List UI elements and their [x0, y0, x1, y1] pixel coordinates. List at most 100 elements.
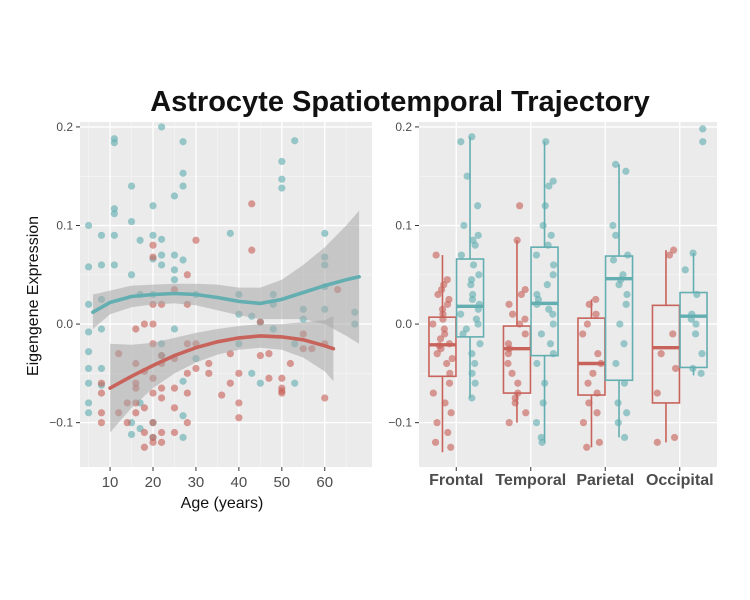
- teal-jitter-point: [623, 409, 631, 417]
- teal-scatter-point: [256, 379, 264, 387]
- teal-jitter-point: [545, 182, 553, 190]
- red-scatter-point: [265, 374, 273, 382]
- temporal-red-box: [502, 202, 532, 427]
- teal-scatter-point: [226, 229, 234, 237]
- teal-scatter-point: [84, 348, 93, 356]
- teal-scatter-point: [278, 184, 286, 192]
- red-scatter-point: [149, 253, 157, 261]
- red-jitter-point: [513, 236, 521, 244]
- red-jitter-point: [431, 438, 440, 446]
- teal-jitter-point: [549, 310, 557, 318]
- red-jitter-point: [585, 399, 593, 407]
- teal-scatter-point: [110, 205, 118, 213]
- teal-scatter-point: [278, 157, 286, 166]
- x-tick-label: 30: [188, 474, 205, 491]
- teal-scatter-point: [127, 271, 136, 279]
- teal-scatter-point: [127, 217, 136, 226]
- red-jitter-point: [511, 399, 519, 407]
- teal-scatter-point: [110, 210, 118, 218]
- x-axis-title: Age (years): [181, 495, 264, 512]
- teal-jitter-point: [457, 138, 465, 146]
- teal-jitter-point: [539, 221, 547, 230]
- red-scatter-point: [140, 443, 149, 451]
- teal-scatter-point: [170, 276, 179, 284]
- red-jitter-point: [504, 359, 512, 368]
- teal-jitter-point: [471, 359, 479, 368]
- teal-jitter-point: [609, 221, 617, 230]
- red-jitter-point: [584, 379, 592, 387]
- red-scatter-point: [149, 433, 157, 442]
- occipital-teal-box: [679, 125, 708, 377]
- red-jitter-point: [443, 300, 452, 308]
- red-jitter-point: [669, 330, 677, 338]
- teal-scatter-point: [97, 231, 106, 239]
- teal-jitter-point: [620, 340, 628, 348]
- red-scatter-point: [321, 394, 329, 402]
- red-scatter-point: [149, 419, 157, 427]
- red-scatter-point: [183, 419, 191, 427]
- red-scatter-point: [183, 389, 191, 397]
- red-scatter-point: [149, 389, 157, 397]
- red-scatter-point: [205, 359, 213, 368]
- teal-scatter-point: [157, 251, 166, 259]
- teal-jitter-point: [467, 281, 475, 289]
- teal-scatter-point: [179, 433, 187, 442]
- red-jitter-point: [433, 419, 441, 427]
- red-scatter-point: [248, 246, 256, 254]
- red-scatter-point: [256, 352, 264, 360]
- teal-scatter-point: [278, 175, 286, 183]
- teal-jitter-point: [620, 433, 629, 442]
- teal-jitter-point: [468, 295, 477, 304]
- teal-jitter-point: [532, 251, 541, 259]
- teal-jitter-point: [533, 359, 541, 368]
- frontal-teal-box: [455, 133, 485, 402]
- red-scatter-point: [140, 320, 149, 328]
- red-jitter-point: [670, 246, 678, 254]
- red-jitter-point: [597, 359, 605, 368]
- category-label: Occipital: [646, 472, 714, 489]
- axis-titles: Eigengene Expression Age (years): [25, 216, 263, 512]
- red-jitter-point: [436, 335, 445, 343]
- red-scatter-point: [157, 384, 166, 392]
- red-jitter-point: [592, 310, 600, 318]
- teal-scatter-point: [291, 137, 299, 145]
- teal-jitter-point: [474, 320, 482, 328]
- red-jitter-point: [448, 354, 456, 363]
- red-jitter-point: [657, 350, 665, 358]
- y-tick-label: 0.1: [395, 219, 412, 233]
- red-jitter-point: [579, 330, 587, 338]
- teal-jitter-point: [532, 419, 541, 427]
- teal-scatter-point: [179, 377, 187, 385]
- teal-jitter-point: [474, 202, 482, 210]
- red-scatter-point: [265, 350, 273, 358]
- teal-jitter-point: [611, 160, 620, 168]
- teal-jitter-point: [698, 350, 706, 358]
- red-jitter-point: [505, 300, 513, 308]
- teal-jitter-point: [612, 231, 620, 239]
- red-jitter-point: [521, 330, 529, 338]
- teal-jitter-point: [689, 249, 697, 257]
- teal-smooth-line: [91, 275, 361, 314]
- red-jitter-point: [583, 443, 591, 451]
- frontal-red-box: [428, 251, 457, 453]
- teal-jitter-point: [475, 271, 483, 279]
- teal-jitter-point: [544, 241, 552, 249]
- x-tick-label: 10: [102, 474, 119, 491]
- teal-scatter-point: [321, 229, 329, 237]
- red-jitter-point: [516, 202, 524, 210]
- red-jitter-point: [432, 251, 440, 259]
- teal-jitter-point: [615, 281, 623, 289]
- red-jitter-point: [439, 315, 447, 323]
- teal-jitter-point: [539, 399, 547, 407]
- teal-jitter-point: [549, 320, 557, 328]
- teal-jitter-point: [460, 221, 468, 230]
- y-tick-label: 0.1: [56, 219, 73, 233]
- teal-scatter-point: [136, 236, 144, 244]
- red-jitter-point: [447, 409, 455, 417]
- teal-jitter-point: [471, 379, 479, 387]
- red-jitter-point: [594, 350, 602, 358]
- red-smooth-line: [108, 334, 336, 390]
- red-jitter-point: [522, 409, 530, 417]
- red-scatter-point: [132, 325, 140, 333]
- teal-jitter-point: [693, 290, 701, 299]
